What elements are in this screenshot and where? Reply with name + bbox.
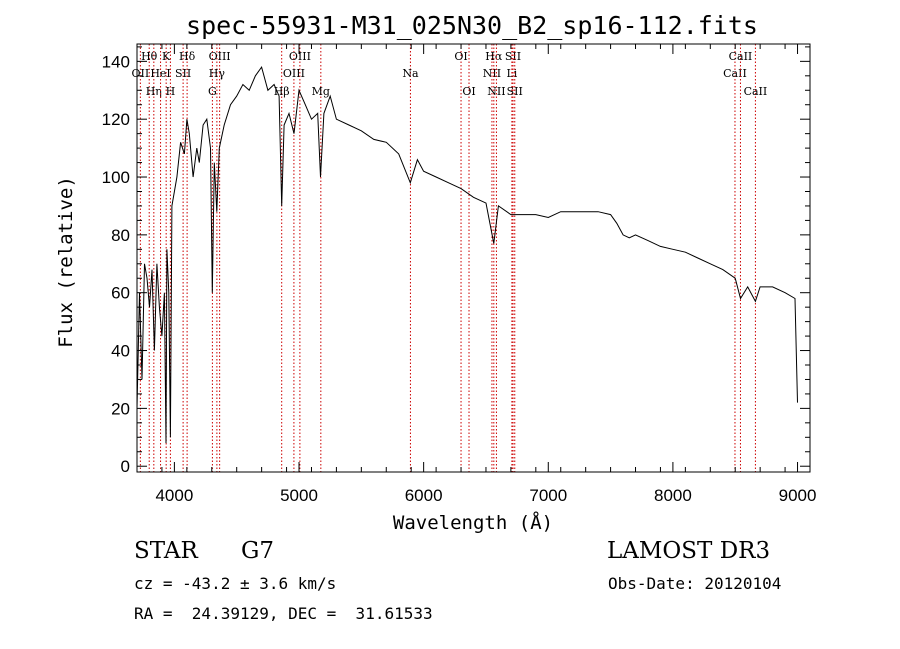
line-marker-label: H xyxy=(166,85,176,98)
line-marker-label: OI xyxy=(462,85,475,98)
line-marker-label: Hα xyxy=(485,50,503,63)
x-tick-label: 5000 xyxy=(280,486,318,505)
line-marker-label: Mg xyxy=(312,85,330,98)
line-marker-label: OI xyxy=(454,50,467,63)
line-marker-label: Hη xyxy=(146,85,162,98)
line-marker-group: OII Hθ Hη HeI K H SII Hδ G Hγ OIII Hβ OIII OIII Mg Na OI… xyxy=(132,44,768,472)
line-marker-label: Hδ xyxy=(179,50,196,63)
line-marker-label: Hβ xyxy=(274,85,290,98)
line-marker-label: Na xyxy=(402,67,419,80)
y-tick-label: 140 xyxy=(102,52,130,71)
ra-dec-coordinates: RA = 24.39129, DEC = 31.61533 xyxy=(134,604,433,623)
y-axis-label: Flux (relative) xyxy=(55,176,77,348)
object-class: STAR xyxy=(134,538,198,564)
chart-title: spec-55931-M31_025N30_B2_sp16-112.fits xyxy=(186,11,758,40)
observation-date: Obs-Date: 20120104 xyxy=(608,574,782,593)
x-tick-label: 4000 xyxy=(155,486,193,505)
line-marker-label: Li xyxy=(506,67,517,80)
y-tick-label: 60 xyxy=(111,284,130,303)
survey-name: LAMOST DR3 xyxy=(607,538,771,564)
y-tick-label: 80 xyxy=(111,226,130,245)
x-tick-label: 7000 xyxy=(529,486,567,505)
line-marker-label: NII xyxy=(487,85,505,98)
y-tick-label: 20 xyxy=(111,399,130,418)
line-marker-label: CaII xyxy=(744,85,768,98)
plot-frame xyxy=(136,43,811,473)
spectrum-series-line xyxy=(136,65,798,444)
x-axis-label: Wavelength (Å) xyxy=(393,511,553,534)
object-subclass: G7 xyxy=(241,538,275,564)
y-tick-label: 40 xyxy=(111,342,130,361)
x-tick-label: 6000 xyxy=(405,486,443,505)
line-marker-label: HeI xyxy=(150,67,170,80)
line-marker-label: SII xyxy=(507,85,523,98)
line-marker-label: CaII xyxy=(723,67,747,80)
x-tick-label: 9000 xyxy=(779,486,817,505)
line-marker-label: OIII xyxy=(289,50,311,63)
line-marker-label: K xyxy=(162,50,171,63)
line-marker-label: Hθ xyxy=(141,50,158,63)
axis-tick-group: 4000 5000 6000 7000 8000 9000 0 20 40 60 80 100 120 1… xyxy=(102,44,817,505)
redshift-cz: cz = -43.2 ± 3.6 km/s xyxy=(134,574,337,593)
line-marker-label: Hγ xyxy=(209,67,226,80)
line-marker-label: NII xyxy=(483,67,501,80)
line-marker-label: SII xyxy=(505,50,521,63)
line-marker-label: OIII xyxy=(283,67,305,80)
x-tick-label: 8000 xyxy=(654,486,692,505)
line-marker-label: SII xyxy=(175,67,191,80)
y-tick-label: 120 xyxy=(102,110,130,129)
line-marker-label: OIII xyxy=(209,50,231,63)
y-tick-label: 100 xyxy=(102,168,130,187)
y-tick-label: 0 xyxy=(121,457,130,476)
line-marker-label: OII xyxy=(132,67,150,80)
line-marker-label: CaII xyxy=(729,50,753,63)
line-marker-label: G xyxy=(208,85,217,98)
